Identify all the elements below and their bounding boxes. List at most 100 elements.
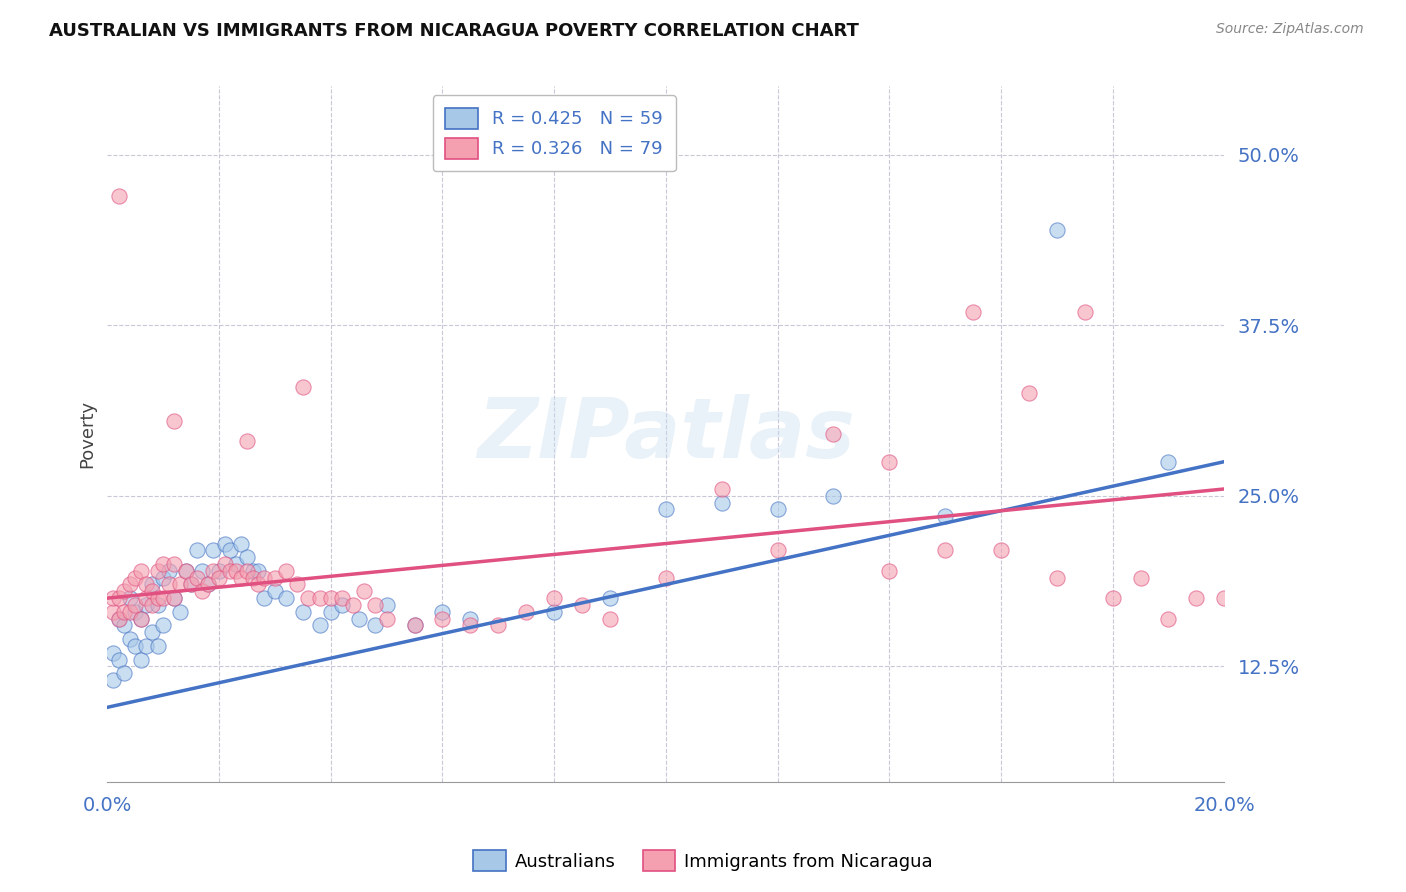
Point — [1157, 455, 1180, 469]
Point — [129, 652, 152, 666]
Point — [236, 564, 259, 578]
Point — [599, 611, 621, 625]
Point — [710, 482, 733, 496]
Point — [163, 591, 186, 606]
Point — [141, 584, 163, 599]
Point — [1101, 591, 1123, 606]
Point — [118, 632, 141, 646]
Point — [1185, 591, 1208, 606]
Point — [124, 605, 146, 619]
Point — [823, 427, 845, 442]
Point — [146, 639, 169, 653]
Point — [163, 414, 186, 428]
Point — [330, 598, 353, 612]
Point — [1157, 611, 1180, 625]
Point — [107, 652, 129, 666]
Point — [124, 571, 146, 585]
Point — [107, 611, 129, 625]
Point — [225, 557, 247, 571]
Point — [214, 536, 236, 550]
Point — [543, 591, 565, 606]
Point — [291, 379, 314, 393]
Point — [141, 577, 163, 591]
Point — [157, 564, 180, 578]
Point — [432, 605, 454, 619]
Point — [242, 564, 264, 578]
Legend: Australians, Immigrants from Nicaragua: Australians, Immigrants from Nicaragua — [465, 843, 941, 879]
Point — [515, 605, 537, 619]
Point — [877, 455, 900, 469]
Point — [186, 571, 208, 585]
Point — [877, 564, 900, 578]
Point — [169, 605, 191, 619]
Point — [253, 591, 276, 606]
Point — [308, 591, 330, 606]
Point — [274, 564, 297, 578]
Point — [308, 618, 330, 632]
Point — [375, 598, 398, 612]
Point — [135, 598, 157, 612]
Point — [342, 598, 364, 612]
Point — [231, 571, 253, 585]
Point — [247, 564, 270, 578]
Point — [225, 564, 247, 578]
Point — [460, 618, 482, 632]
Text: Source: ZipAtlas.com: Source: ZipAtlas.com — [1216, 22, 1364, 37]
Point — [163, 591, 186, 606]
Point — [152, 618, 174, 632]
Point — [208, 564, 231, 578]
Point — [152, 571, 174, 585]
Point — [129, 611, 152, 625]
Point — [264, 584, 287, 599]
Point — [710, 495, 733, 509]
Point — [124, 639, 146, 653]
Point — [364, 598, 387, 612]
Point — [197, 577, 219, 591]
Point — [404, 618, 426, 632]
Point — [186, 543, 208, 558]
Point — [962, 304, 984, 318]
Point — [107, 188, 129, 202]
Point — [112, 666, 135, 681]
Point — [375, 611, 398, 625]
Point — [214, 557, 236, 571]
Point — [1073, 304, 1095, 318]
Point — [599, 591, 621, 606]
Point — [191, 564, 214, 578]
Point — [655, 502, 678, 516]
Point — [1046, 222, 1069, 236]
Point — [101, 605, 124, 619]
Point — [135, 639, 157, 653]
Text: AUSTRALIAN VS IMMIGRANTS FROM NICARAGUA POVERTY CORRELATION CHART: AUSTRALIAN VS IMMIGRANTS FROM NICARAGUA … — [49, 22, 859, 40]
Point — [934, 543, 956, 558]
Point — [219, 564, 242, 578]
Point — [101, 673, 124, 687]
Y-axis label: Poverty: Poverty — [79, 401, 96, 468]
Point — [253, 571, 276, 585]
Point — [486, 618, 509, 632]
Point — [197, 577, 219, 591]
Point — [347, 611, 370, 625]
Point — [191, 584, 214, 599]
Point — [107, 591, 129, 606]
Point — [163, 557, 186, 571]
Point — [135, 577, 157, 591]
Point — [141, 625, 163, 640]
Point — [101, 591, 124, 606]
Point — [319, 591, 342, 606]
Point — [766, 543, 789, 558]
Point — [141, 598, 163, 612]
Point — [1129, 571, 1152, 585]
Point — [231, 536, 253, 550]
Point — [118, 605, 141, 619]
Point — [219, 543, 242, 558]
Point — [353, 584, 375, 599]
Point — [202, 543, 225, 558]
Point — [118, 577, 141, 591]
Point — [543, 605, 565, 619]
Point — [112, 618, 135, 632]
Text: ZIPatlas: ZIPatlas — [477, 394, 855, 475]
Point — [146, 564, 169, 578]
Point — [990, 543, 1012, 558]
Point — [934, 509, 956, 524]
